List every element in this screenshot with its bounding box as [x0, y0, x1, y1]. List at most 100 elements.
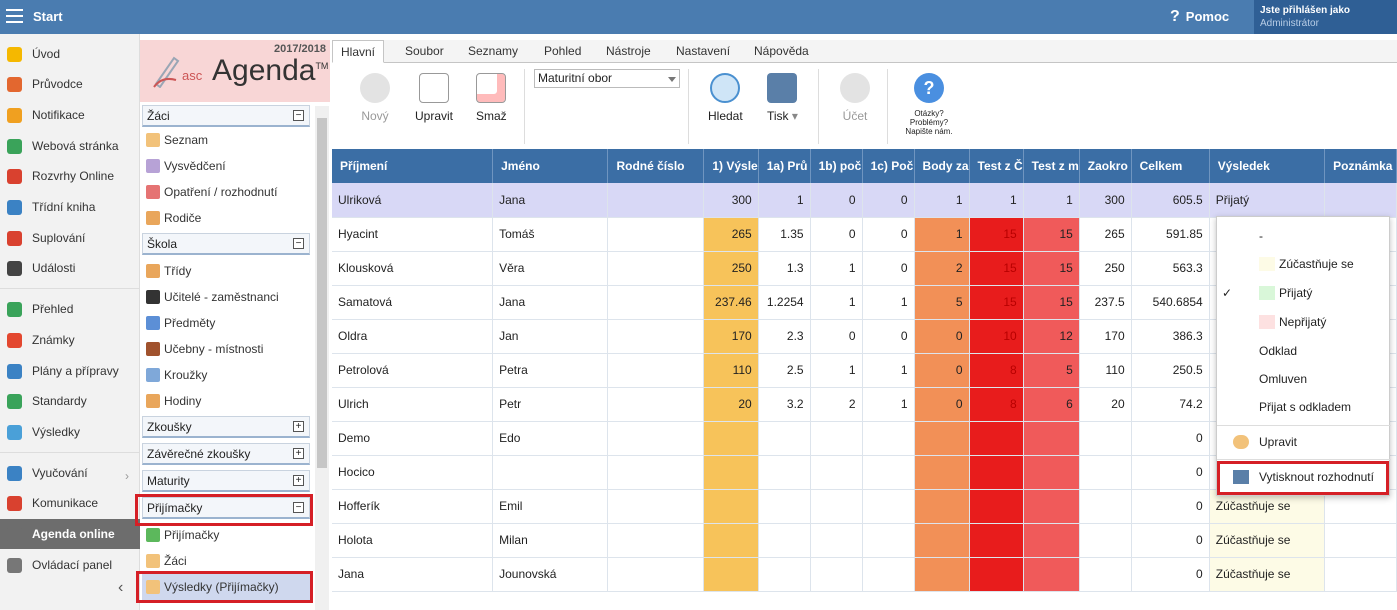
table-cell[interactable]: Jan: [492, 319, 609, 354]
table-cell[interactable]: 1: [914, 217, 970, 252]
table-cell[interactable]: [914, 421, 970, 456]
expand-icon[interactable]: +: [293, 448, 304, 459]
table-cell[interactable]: 5: [914, 285, 970, 320]
table-cell[interactable]: [1023, 455, 1080, 490]
table-row[interactable]: Petrolová Petra 110 2.5 1 1 0 8 5 110 250.5: [332, 353, 1397, 388]
table-cell[interactable]: [914, 489, 970, 524]
table-cell[interactable]: [607, 387, 705, 422]
table-cell[interactable]: Edo: [492, 421, 609, 456]
table-cell[interactable]: 540.6854: [1131, 285, 1210, 320]
table-cell[interactable]: Přijatý: [1209, 183, 1326, 218]
faq-button[interactable]: ? Otázky? Problémy? Napište nám.: [898, 73, 960, 136]
table-cell[interactable]: [862, 489, 915, 524]
table-cell[interactable]: Jana: [492, 183, 609, 218]
nav-item-8[interactable]: Přehled: [0, 294, 140, 324]
collapse-icon[interactable]: −: [293, 238, 304, 249]
table-cell[interactable]: [758, 523, 811, 558]
table-cell[interactable]: Samatová: [332, 285, 494, 320]
nav-item-2[interactable]: Notifikace: [0, 100, 140, 130]
column-header[interactable]: 1) Výsle: [703, 149, 759, 183]
nav-item-15[interactable]: Agenda online: [0, 519, 140, 549]
table-cell[interactable]: 0: [914, 353, 970, 388]
table-cell[interactable]: Zúčastňuje se: [1209, 557, 1326, 592]
table-cell[interactable]: 0: [862, 183, 915, 218]
table-cell[interactable]: 6: [1023, 387, 1080, 422]
table-cell[interactable]: 74.2: [1131, 387, 1210, 422]
nav-item-3[interactable]: Webová stránka: [0, 131, 140, 161]
table-cell[interactable]: Hyacint: [332, 217, 494, 252]
table-cell[interactable]: Petr: [492, 387, 609, 422]
table-cell[interactable]: [758, 557, 811, 592]
tab-hlavni[interactable]: Hlavní: [332, 40, 385, 63]
table-cell[interactable]: Oldra: [332, 319, 494, 354]
tree-item-predmety[interactable]: Předměty: [146, 310, 215, 336]
tree-item-vysvedceni[interactable]: Vysvědčení: [146, 153, 226, 179]
column-header[interactable]: Test z Č: [969, 149, 1024, 183]
tree-item-vysledky-prijimacky[interactable]: Výsledky (Přijímačky): [142, 574, 312, 600]
table-cell[interactable]: 591.85: [1131, 217, 1210, 252]
tab-nastaveni[interactable]: Nastavení: [676, 44, 731, 58]
table-cell[interactable]: 265: [703, 217, 759, 252]
nav-item-0[interactable]: Úvod: [0, 39, 140, 69]
table-cell[interactable]: 563.3: [1131, 251, 1210, 286]
table-cell[interactable]: 15: [969, 217, 1024, 252]
tree-scrollbar[interactable]: [315, 106, 329, 610]
table-cell[interactable]: 15: [969, 285, 1024, 320]
table-cell[interactable]: 1: [862, 285, 915, 320]
tree-item-tridy[interactable]: Třídy: [146, 258, 191, 284]
table-cell[interactable]: 0: [1131, 421, 1210, 456]
nav-item-12[interactable]: Výsledky: [0, 417, 140, 447]
nav-item-4[interactable]: Rozvrhy Online: [0, 161, 140, 191]
table-cell[interactable]: [607, 285, 705, 320]
section-zaverecne-zkousky[interactable]: Závěrečné zkoušky +: [142, 443, 310, 465]
table-cell[interactable]: 0: [1131, 523, 1210, 558]
table-cell[interactable]: 1: [969, 183, 1024, 218]
table-cell[interactable]: Jounovská: [492, 557, 609, 592]
table-cell[interactable]: [607, 217, 705, 252]
table-cell[interactable]: 8: [969, 353, 1024, 388]
table-cell[interactable]: [758, 421, 811, 456]
table-cell[interactable]: 15: [1023, 217, 1080, 252]
column-header[interactable]: Celkem: [1131, 149, 1210, 183]
table-cell[interactable]: [969, 523, 1024, 558]
table-row[interactable]: Holota Milan 0 Zúčastňuje se: [332, 523, 1397, 558]
table-cell[interactable]: Klousková: [332, 251, 494, 286]
table-cell[interactable]: 1: [1023, 183, 1080, 218]
table-cell[interactable]: [1324, 183, 1397, 218]
table-cell[interactable]: 0: [1131, 489, 1210, 524]
table-cell[interactable]: [1023, 557, 1080, 592]
table-cell[interactable]: [1079, 523, 1132, 558]
nav-item-9[interactable]: Známky: [0, 325, 140, 355]
table-cell[interactable]: [703, 489, 759, 524]
table-cell[interactable]: 110: [1079, 353, 1132, 388]
table-cell[interactable]: 0: [862, 217, 915, 252]
table-cell[interactable]: Ulrich: [332, 387, 494, 422]
table-cell[interactable]: [607, 251, 705, 286]
table-cell[interactable]: 1.35: [758, 217, 811, 252]
collapse-nav-icon[interactable]: ‹: [118, 579, 124, 596]
tree-item-opatreni[interactable]: Opatření / rozhodnutí: [146, 179, 277, 205]
table-cell[interactable]: Zúčastňuje se: [1209, 523, 1326, 558]
table-cell[interactable]: [1324, 557, 1397, 592]
table-cell[interactable]: [607, 353, 705, 388]
table-row[interactable]: Ulriková Jana 300 1 0 0 1 1 1 300 605.5 Přijatý: [332, 183, 1397, 218]
table-cell[interactable]: 300: [703, 183, 759, 218]
table-cell[interactable]: [862, 523, 915, 558]
tree-item-prijimacky[interactable]: Přijímačky: [146, 522, 219, 548]
table-cell[interactable]: 12: [1023, 319, 1080, 354]
tree-item-ucebny[interactable]: Učebny - místnosti: [146, 336, 263, 362]
table-cell[interactable]: 2.5: [758, 353, 811, 388]
account-button[interactable]: Účet: [840, 73, 870, 123]
table-cell[interactable]: 15: [1023, 251, 1080, 286]
tree-item-ucitele[interactable]: Učitelé - zaměstnanci: [146, 284, 279, 310]
table-cell[interactable]: Holota: [332, 523, 494, 558]
table-cell[interactable]: 1: [758, 183, 811, 218]
table-cell[interactable]: [758, 455, 811, 490]
tab-seznamy[interactable]: Seznamy: [468, 44, 519, 58]
table-cell[interactable]: 2: [914, 251, 970, 286]
nav-item-5[interactable]: Třídní kniha: [0, 192, 140, 222]
table-cell[interactable]: Petra: [492, 353, 609, 388]
table-cell[interactable]: [1023, 489, 1080, 524]
table-cell[interactable]: 2: [810, 387, 863, 422]
table-cell[interactable]: 250: [703, 251, 759, 286]
